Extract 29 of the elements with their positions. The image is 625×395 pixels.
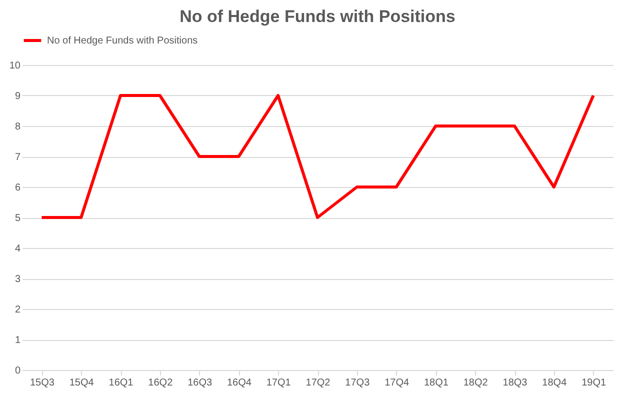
x-tick-label: 16Q1 xyxy=(108,378,134,388)
y-tick-label: 0 xyxy=(14,366,21,376)
legend-label: No of Hedge Funds with Positions xyxy=(47,36,198,46)
x-tick-label: 15Q4 xyxy=(69,378,94,388)
line-series xyxy=(40,94,595,219)
y-tick-label: 2 xyxy=(14,304,21,316)
y-tick-label: 4 xyxy=(14,244,21,254)
x-tick-label: 16Q3 xyxy=(188,378,212,388)
x-tick-label: 17Q2 xyxy=(306,378,331,388)
x-tick-label: 18Q4 xyxy=(542,378,568,388)
y-tick-label: 6 xyxy=(14,182,21,194)
y-tick-label: 7 xyxy=(14,152,21,163)
y-tick-label: 5 xyxy=(14,213,21,224)
y-tick-label: 9 xyxy=(14,91,21,102)
x-tick-label: 17Q4 xyxy=(384,378,410,388)
x-tick-label: 17Q3 xyxy=(345,378,370,388)
x-tick-label: 15Q3 xyxy=(30,378,55,388)
y-tick-label: 3 xyxy=(14,274,21,285)
x-tick-label: 16Q4 xyxy=(226,378,252,388)
y-tick-label: 10 xyxy=(9,60,21,72)
x-tick-label: 17Q1 xyxy=(266,378,292,388)
x-tick-label: 18Q2 xyxy=(463,378,488,388)
x-tick-label: 16Q2 xyxy=(148,378,174,388)
x-tick-label: 18Q3 xyxy=(502,378,528,388)
y-tick-label: 8 xyxy=(14,122,21,132)
chart-title: No of Hedge Funds with Positions xyxy=(180,7,456,26)
x-tick-label: 18Q1 xyxy=(424,378,449,388)
y-tick-label: 1 xyxy=(14,335,21,346)
x-tick-label: 19Q1 xyxy=(582,378,606,388)
